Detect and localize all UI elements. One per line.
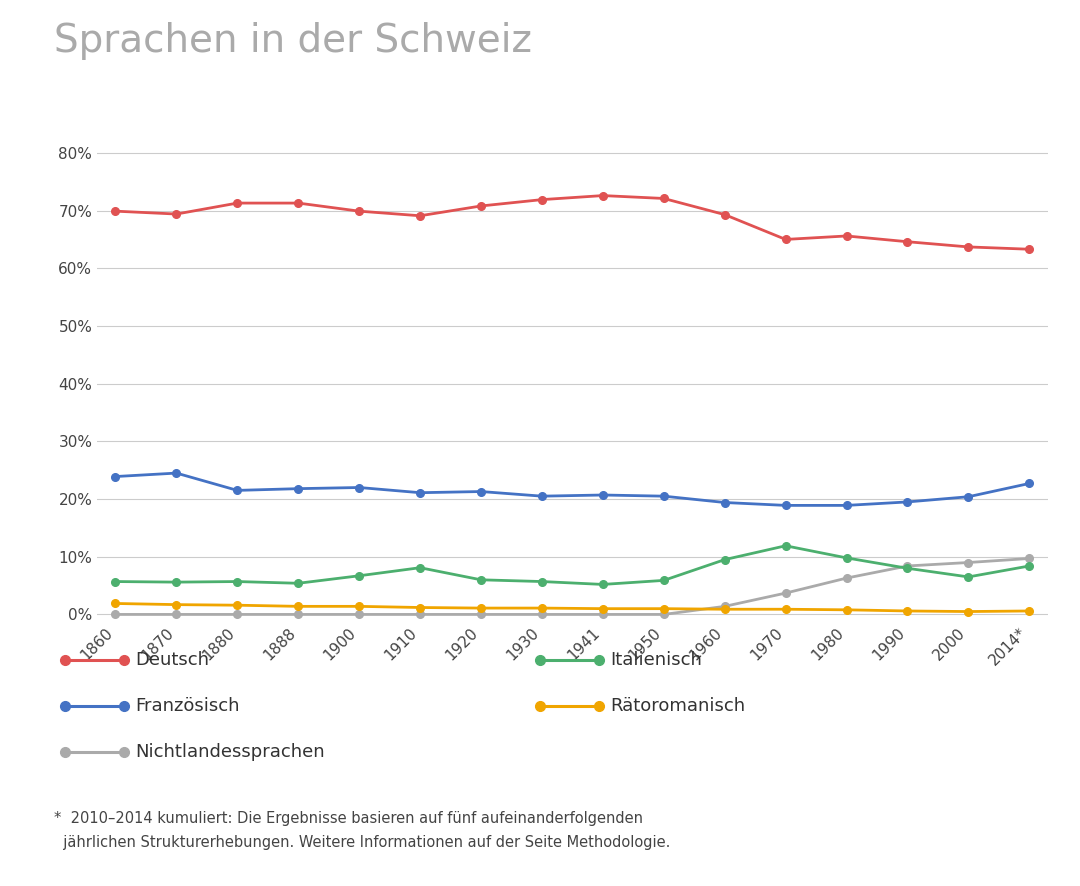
Rätoromanisch [718, 604, 731, 615]
Italienisch [353, 571, 366, 581]
Nichtlandessprachen [840, 572, 853, 583]
Französisch [536, 491, 549, 501]
Nichtlandessprachen [718, 601, 731, 611]
Nichtlandessprachen [1023, 553, 1036, 563]
Text: jährlichen Strukturerhebungen. Weitere Informationen auf der Seite Methodologie.: jährlichen Strukturerhebungen. Weitere I… [54, 835, 671, 850]
Nichtlandessprachen [109, 609, 122, 619]
Rätoromanisch [109, 598, 122, 609]
Italienisch [596, 579, 609, 590]
Italienisch [840, 553, 853, 563]
Französisch [231, 485, 244, 495]
Text: Nichtlandessprachen: Nichtlandessprachen [135, 743, 325, 761]
Deutsch [596, 190, 609, 201]
Französisch [962, 492, 975, 502]
Französisch [170, 468, 183, 478]
Nichtlandessprachen [536, 609, 549, 619]
Line: Nichtlandessprachen: Nichtlandessprachen [111, 555, 1034, 618]
Rätoromanisch [901, 606, 914, 617]
Deutsch [353, 206, 366, 216]
Französisch [414, 487, 427, 498]
Nichtlandessprachen [658, 609, 671, 619]
Französisch [474, 486, 487, 497]
Text: Rätoromanisch: Rätoromanisch [610, 697, 745, 715]
Französisch [840, 500, 853, 510]
Nichtlandessprachen [414, 609, 427, 619]
Deutsch [474, 200, 487, 211]
Text: Deutsch: Deutsch [135, 651, 210, 669]
Italienisch [1023, 561, 1036, 571]
Rätoromanisch [353, 601, 366, 611]
Französisch [353, 482, 366, 493]
Deutsch [840, 230, 853, 241]
Italienisch [536, 576, 549, 587]
Deutsch [414, 211, 427, 222]
Französisch [596, 490, 609, 501]
Italienisch [962, 571, 975, 582]
Line: Deutsch: Deutsch [111, 191, 1034, 253]
Nichtlandessprachen [292, 609, 305, 619]
Italienisch [658, 575, 671, 586]
Nichtlandessprachen [596, 609, 609, 619]
Rätoromanisch [474, 602, 487, 613]
Text: *  2010–2014 kumuliert: Die Ergebnisse basieren auf fünf aufeinanderfolgenden: * 2010–2014 kumuliert: Die Ergebnisse ba… [54, 811, 643, 826]
Text: Französisch: Französisch [135, 697, 240, 715]
Line: Rätoromanisch: Rätoromanisch [111, 600, 1034, 616]
Deutsch [1023, 244, 1036, 254]
Deutsch [170, 209, 183, 220]
Italienisch [231, 576, 244, 587]
Französisch [779, 500, 792, 510]
Italienisch [109, 576, 122, 587]
Italienisch [718, 555, 731, 565]
Rätoromanisch [962, 606, 975, 617]
Deutsch [962, 242, 975, 253]
Französisch [109, 471, 122, 482]
Nichtlandessprachen [353, 609, 366, 619]
Deutsch [658, 193, 671, 204]
Rätoromanisch [292, 601, 305, 611]
Deutsch [292, 198, 305, 208]
Deutsch [718, 209, 731, 220]
Französisch [292, 484, 305, 494]
Deutsch [901, 237, 914, 247]
Französisch [718, 497, 731, 508]
Französisch [658, 491, 671, 501]
Rätoromanisch [840, 604, 853, 615]
Rätoromanisch [596, 603, 609, 614]
Französisch [901, 497, 914, 508]
Deutsch [779, 234, 792, 245]
Französisch [1023, 478, 1036, 489]
Rätoromanisch [536, 602, 549, 613]
Text: Italienisch: Italienisch [610, 651, 702, 669]
Rätoromanisch [170, 599, 183, 610]
Line: Französisch: Französisch [111, 470, 1034, 509]
Rätoromanisch [414, 602, 427, 613]
Italienisch [170, 577, 183, 587]
Rätoromanisch [1023, 606, 1036, 617]
Nichtlandessprachen [901, 561, 914, 571]
Nichtlandessprachen [962, 557, 975, 568]
Nichtlandessprachen [170, 609, 183, 619]
Deutsch [109, 206, 122, 216]
Rätoromanisch [779, 604, 792, 615]
Italienisch [901, 563, 914, 573]
Rätoromanisch [658, 603, 671, 614]
Italienisch [414, 563, 427, 573]
Nichtlandessprachen [779, 587, 792, 598]
Deutsch [536, 194, 549, 205]
Rätoromanisch [231, 600, 244, 610]
Nichtlandessprachen [474, 609, 487, 619]
Deutsch [231, 198, 244, 208]
Line: Italienisch: Italienisch [111, 542, 1034, 588]
Italienisch [292, 578, 305, 588]
Italienisch [474, 574, 487, 585]
Nichtlandessprachen [231, 609, 244, 619]
Italienisch [779, 540, 792, 551]
Text: Sprachen in der Schweiz: Sprachen in der Schweiz [54, 22, 531, 60]
